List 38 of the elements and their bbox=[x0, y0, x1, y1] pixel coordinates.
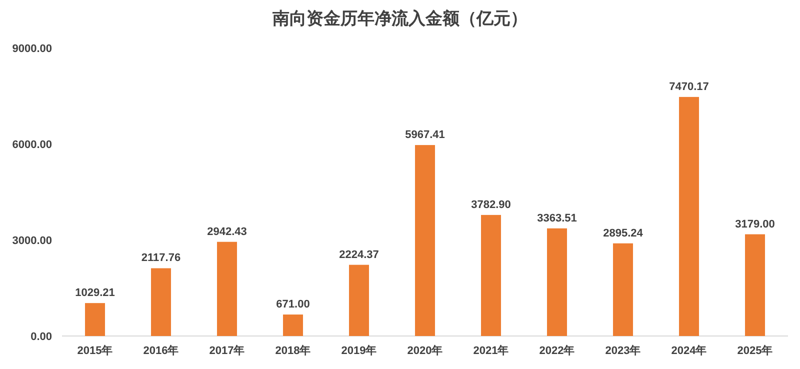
x-tick-label: 2021年 bbox=[473, 344, 509, 357]
data-label: 2117.76 bbox=[141, 252, 181, 264]
y-tick-label: 0.00 bbox=[30, 331, 52, 343]
y-tick-label: 3000.00 bbox=[12, 235, 52, 247]
data-label: 2224.37 bbox=[339, 248, 379, 261]
data-label: 3363.51 bbox=[537, 212, 577, 224]
x-tick-label: 2023年 bbox=[605, 344, 641, 357]
bar bbox=[415, 145, 435, 336]
x-tick-label: 2019年 bbox=[341, 344, 377, 357]
data-label: 3179.00 bbox=[735, 218, 775, 230]
x-tick-label: 2017年 bbox=[209, 344, 245, 357]
data-label: 671.00 bbox=[276, 298, 310, 311]
bar bbox=[745, 234, 765, 336]
y-tick-label: 6000.00 bbox=[12, 139, 52, 151]
data-label: 2895.24 bbox=[603, 227, 644, 240]
y-tick-label: 9000.00 bbox=[12, 43, 52, 55]
bar bbox=[481, 214, 501, 336]
bar bbox=[85, 303, 105, 336]
data-label: 7470.17 bbox=[669, 80, 709, 93]
x-tick-label: 2024年 bbox=[671, 344, 707, 357]
bar bbox=[679, 96, 699, 336]
x-tick-label: 2022年 bbox=[539, 344, 575, 357]
x-tick-label: 2020年 bbox=[407, 344, 443, 357]
bar bbox=[217, 242, 237, 336]
bar bbox=[151, 268, 171, 336]
data-label: 2942.43 bbox=[207, 226, 247, 238]
bar bbox=[613, 243, 633, 336]
chart-title: 南向资金历年净流入金额（亿元） bbox=[272, 9, 528, 28]
x-tick-label: 2016年 bbox=[143, 344, 179, 357]
data-label: 3782.90 bbox=[471, 198, 511, 211]
x-tick-label: 2025年 bbox=[737, 344, 773, 357]
x-tick-label: 2015年 bbox=[77, 344, 113, 357]
data-label: 5967.41 bbox=[405, 129, 445, 142]
x-tick-label: 2018年 bbox=[275, 344, 311, 357]
bar bbox=[349, 264, 369, 336]
bar bbox=[283, 314, 303, 336]
bar bbox=[547, 228, 567, 336]
data-label: 1029.21 bbox=[75, 287, 115, 300]
